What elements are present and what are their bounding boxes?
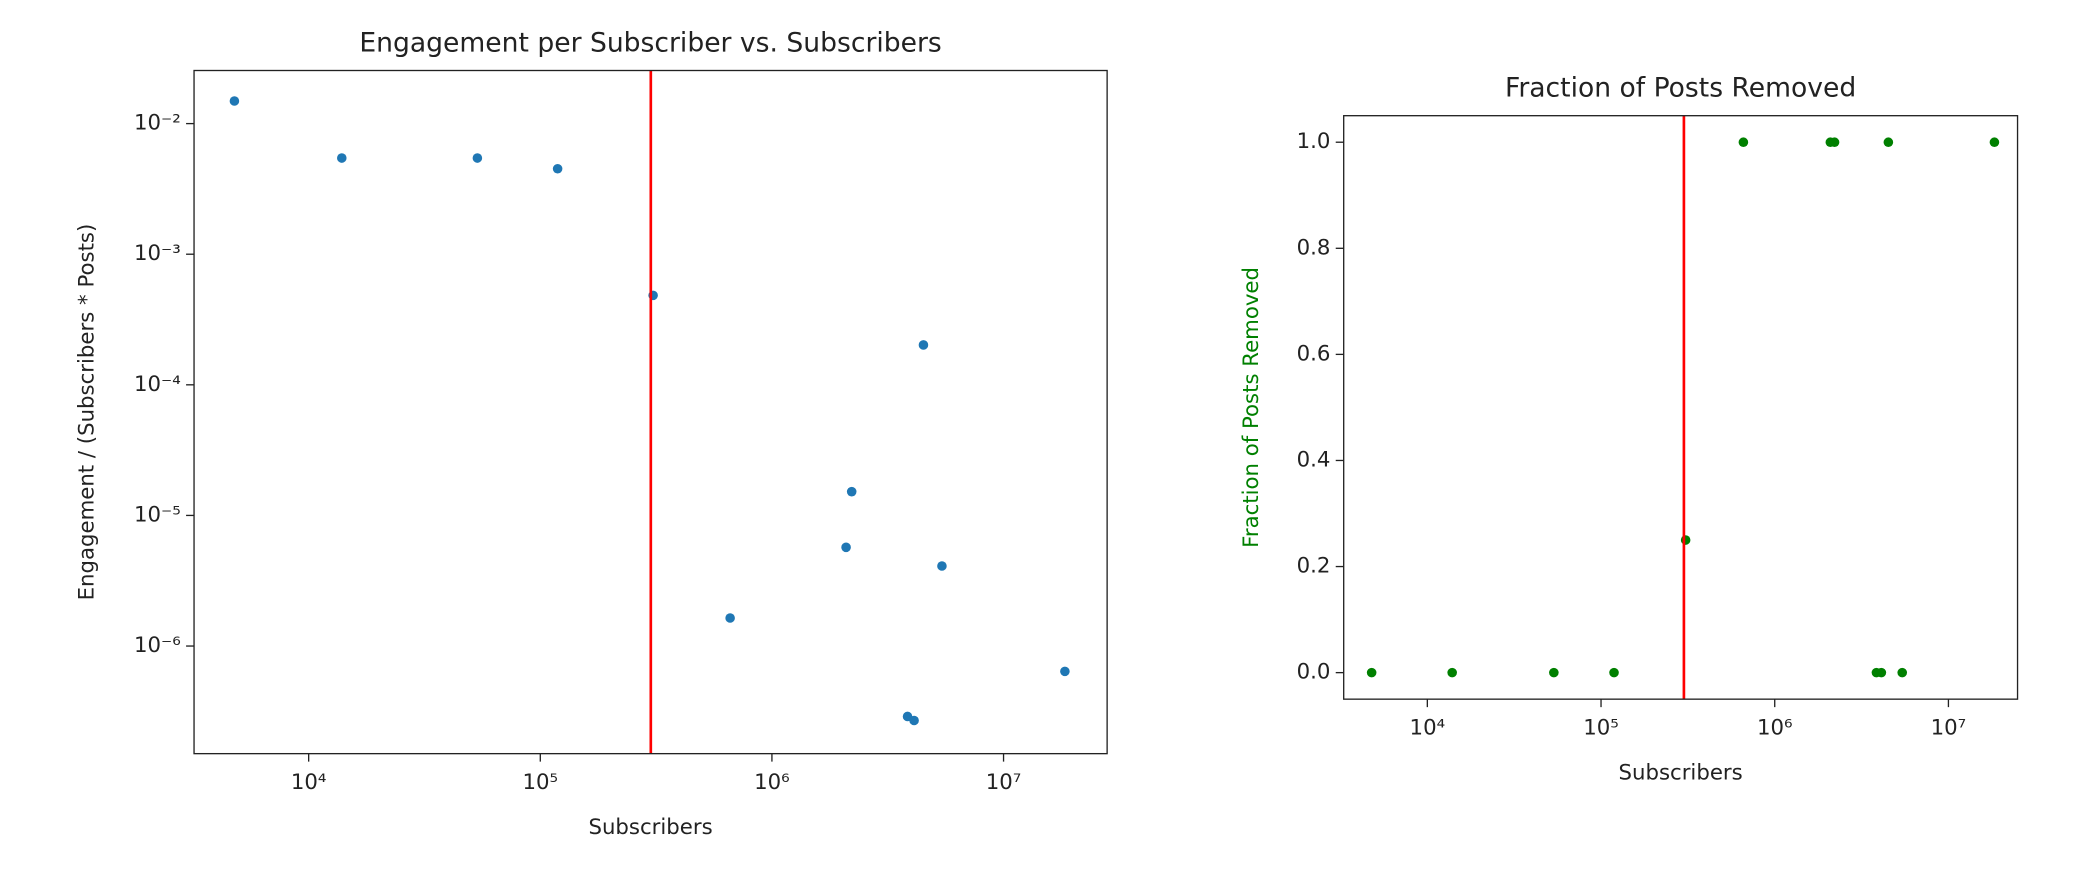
x-tick-label: 10⁶ (754, 770, 790, 795)
point (229, 96, 240, 106)
y-tick-label: 0.6 (1297, 341, 1331, 366)
plot-frame (1343, 115, 2019, 700)
point (1447, 667, 1457, 678)
x-tick-label: 10⁵ (523, 770, 559, 795)
point (1060, 666, 1070, 677)
point (1829, 137, 1840, 147)
point (841, 542, 851, 553)
point (1609, 667, 1619, 678)
x-tick-label: 10⁴ (291, 770, 327, 795)
x-tick-label: 10⁷ (1931, 715, 1967, 740)
point (552, 163, 563, 174)
point (1989, 137, 2000, 147)
point (725, 613, 735, 623)
chart-title: Engagement per Subscriber vs. Subscriber… (359, 27, 941, 58)
point (1549, 667, 1559, 678)
point (937, 561, 947, 571)
y-tick-label: 10⁻² (134, 111, 181, 136)
x-tick-label: 10⁵ (1583, 715, 1619, 740)
point (1680, 535, 1691, 545)
x-tick-label: 10⁷ (986, 770, 1022, 795)
y-tick-label: 0.0 (1297, 660, 1331, 685)
plot-frame (193, 69, 1108, 755)
x-axis-label: Subscribers (1619, 761, 1743, 786)
y-tick-label: 0.8 (1297, 235, 1331, 260)
point (909, 715, 919, 726)
y-axis-label: Engagement / (Subscribers * Posts) (75, 224, 100, 601)
y-tick-label: 0.4 (1297, 447, 1331, 472)
y-tick-label: 1.0 (1297, 129, 1331, 154)
x-tick-label: 10⁴ (1410, 715, 1446, 740)
point (472, 153, 483, 163)
point (1883, 137, 1894, 147)
point (1366, 667, 1377, 678)
point (1897, 667, 1908, 678)
chart-title: Fraction of Posts Removed (1505, 73, 1856, 104)
point (1876, 667, 1887, 678)
point (1738, 137, 1749, 147)
x-axis-label: Subscribers (588, 815, 712, 840)
y-tick-label: 10⁻⁶ (134, 633, 181, 658)
x-tick-label: 10⁶ (1757, 715, 1793, 740)
point (846, 486, 857, 497)
point (918, 340, 929, 350)
y-axis-label: Fraction of Posts Removed (1239, 267, 1264, 548)
y-tick-label: 10⁻⁵ (134, 502, 181, 527)
y-tick-label: 10⁻⁴ (134, 372, 181, 397)
y-tick-label: 10⁻³ (134, 241, 181, 266)
y-tick-label: 0.2 (1297, 554, 1331, 579)
point (337, 153, 347, 163)
